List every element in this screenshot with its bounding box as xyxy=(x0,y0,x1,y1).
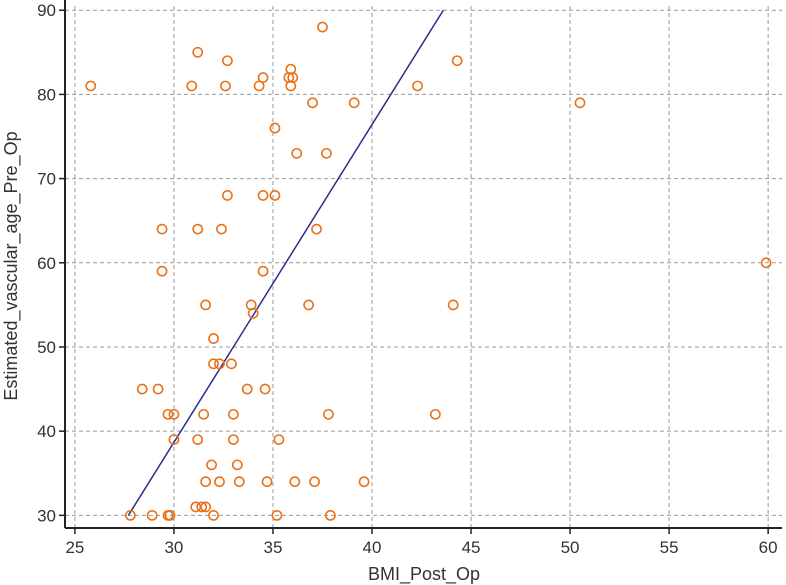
data-point xyxy=(164,509,176,521)
data-point xyxy=(289,476,301,488)
data-point xyxy=(206,459,217,471)
data-point xyxy=(317,21,328,33)
data-point xyxy=(227,408,239,420)
data-point xyxy=(271,509,283,521)
x-tick-label: 50 xyxy=(561,538,580,557)
y-tick-label: 60 xyxy=(37,254,56,273)
data-point xyxy=(273,434,285,445)
data-point xyxy=(574,97,586,109)
data-point xyxy=(216,223,227,235)
data-point xyxy=(124,509,136,521)
data-point xyxy=(156,265,168,277)
data-point xyxy=(257,265,269,277)
x-tick-label: 35 xyxy=(264,538,283,557)
data-point xyxy=(192,223,204,235)
fit-line-layer xyxy=(127,9,444,516)
data-point xyxy=(323,408,334,420)
data-point xyxy=(291,147,303,159)
y-tick-label: 40 xyxy=(37,422,56,441)
data-point xyxy=(214,476,225,488)
data-point xyxy=(241,383,253,395)
data-point xyxy=(325,509,336,521)
data-point xyxy=(227,434,239,445)
x-tick-label: 60 xyxy=(759,538,778,557)
data-point xyxy=(168,434,180,445)
data-point xyxy=(451,55,463,67)
data-point xyxy=(192,434,204,445)
data-point xyxy=(168,408,180,420)
data-point xyxy=(85,80,97,92)
data-point xyxy=(311,223,322,235)
data-point xyxy=(198,408,210,420)
data-point xyxy=(307,97,318,109)
data-point xyxy=(196,501,208,513)
data-point xyxy=(309,476,320,488)
x-tick-label: 40 xyxy=(363,538,382,557)
data-point xyxy=(222,55,233,67)
data-point xyxy=(321,147,332,159)
data-point xyxy=(208,509,219,521)
data-point xyxy=(136,383,148,395)
data-point xyxy=(208,358,219,370)
data-point xyxy=(214,358,225,370)
data-point xyxy=(200,299,212,311)
data-point xyxy=(192,46,204,58)
data-point xyxy=(220,80,231,92)
data-point xyxy=(247,307,259,319)
data-point xyxy=(261,476,273,488)
regression-line xyxy=(127,9,444,516)
data-point xyxy=(287,72,299,83)
data-point xyxy=(348,97,360,109)
grid-lines xyxy=(65,6,782,528)
tick-labels: 25 30 35 40 45 50 55 60 30 40 50 60 70 80 90 xyxy=(37,1,778,557)
data-point xyxy=(222,190,233,201)
x-axis-title: BMI_Post_Op xyxy=(368,564,480,585)
data-points xyxy=(85,21,772,521)
data-point xyxy=(152,383,164,395)
data-point xyxy=(231,459,243,471)
data-point xyxy=(225,358,237,370)
data-point xyxy=(358,476,370,488)
axes xyxy=(64,0,782,529)
x-tick-label: 25 xyxy=(65,538,84,557)
data-point xyxy=(208,333,219,344)
y-axis-title: Estimated_vascular_age_Pre_Op xyxy=(1,131,22,400)
data-point xyxy=(303,299,315,311)
data-point xyxy=(186,80,198,92)
data-point xyxy=(447,299,459,311)
data-point xyxy=(760,257,772,269)
data-point xyxy=(146,509,158,521)
data-point xyxy=(412,80,423,92)
data-point xyxy=(162,408,174,420)
y-tick-label: 50 xyxy=(37,338,56,357)
y-tick-label: 90 xyxy=(37,1,56,20)
data-point xyxy=(257,72,269,83)
data-point xyxy=(259,383,271,395)
data-point xyxy=(156,223,168,235)
x-tick-label: 30 xyxy=(164,538,183,557)
data-point xyxy=(269,190,281,201)
data-point xyxy=(429,408,441,420)
y-tick-label: 30 xyxy=(37,506,56,525)
data-point xyxy=(257,190,269,201)
x-tick-label: 55 xyxy=(660,538,679,557)
data-point xyxy=(233,476,245,488)
data-point xyxy=(200,476,212,488)
y-tick-label: 70 xyxy=(37,170,56,189)
x-tick-label: 45 xyxy=(462,538,481,557)
data-point xyxy=(200,501,212,513)
data-point xyxy=(253,80,265,92)
data-point xyxy=(269,122,281,134)
y-tick-label: 80 xyxy=(37,85,56,104)
